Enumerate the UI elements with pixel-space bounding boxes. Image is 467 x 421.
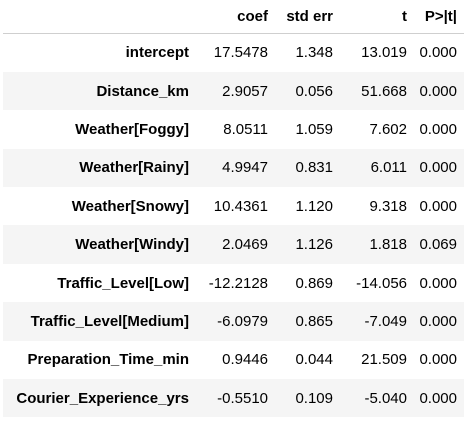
row-label: Distance_km [96, 82, 189, 100]
table-body: intercept 17.5478 1.348 13.019 0.000 Distance… [3, 34, 464, 418]
cell-t: 7.602 [369, 120, 407, 138]
row-label: Weather[Foggy] [75, 120, 189, 138]
cell-t: 21.509 [361, 351, 407, 369]
cell-std-err: 0.865 [295, 312, 333, 330]
cell-t: -14.056 [356, 274, 407, 292]
header-coef: coef [196, 0, 275, 34]
cell-std-err: 1.348 [295, 44, 333, 62]
cell-p-value: 0.000 [419, 159, 457, 177]
cell-t: 6.011 [370, 159, 407, 177]
row-label: Courier_Experience_yrs [16, 389, 189, 407]
header-row: coef std err t P>|t| [3, 0, 464, 34]
table-row: Weather[Foggy] 8.0511 1.059 7.602 0.000 [3, 110, 464, 148]
row-label: intercept [125, 44, 189, 62]
table-header: coef std err t P>|t| [3, 0, 464, 34]
cell-t: 9.318 [369, 197, 407, 215]
header-t: t [340, 0, 414, 34]
cell-p-value: 0.000 [419, 120, 457, 138]
header-p-value: P>|t| [414, 0, 464, 34]
cell-std-err: 0.831 [295, 159, 333, 177]
cell-std-err: 1.059 [295, 120, 333, 138]
cell-t: 13.019 [361, 44, 407, 62]
cell-coef: 17.5478 [213, 44, 268, 62]
cell-coef: 0.9446 [222, 351, 268, 369]
header-std-err: std err [275, 0, 340, 34]
cell-p-value: 0.000 [419, 82, 457, 100]
table-row: Traffic_Level[Low] -12.2128 0.869 -14.056 0.… [3, 264, 464, 302]
regression-summary-table-container: coef std err t P>|t| intercept 17.5478 1.3… [3, 0, 464, 418]
header-index [3, 0, 196, 34]
cell-std-err: 0.044 [295, 351, 333, 369]
cell-coef: 8.0511 [223, 120, 268, 138]
cell-p-value: 0.000 [419, 197, 457, 215]
cell-p-value: 0.069 [419, 236, 457, 254]
cell-t: 51.668 [361, 82, 407, 100]
cell-std-err: 0.056 [295, 82, 333, 100]
row-label: Traffic_Level[Medium] [30, 312, 189, 330]
cell-coef: -12.2128 [208, 274, 268, 292]
cell-p-value: 0.000 [419, 389, 457, 407]
regression-summary-table: coef std err t P>|t| intercept 17.5478 1.3… [3, 0, 464, 418]
cell-coef: 2.9057 [222, 82, 268, 100]
row-label: Weather[Snowy] [71, 197, 189, 215]
table-row: intercept 17.5478 1.348 13.019 0.000 [3, 34, 464, 72]
row-label: Weather[Windy] [75, 236, 189, 254]
cell-std-err: 1.120 [295, 197, 333, 215]
cell-t: -5.040 [364, 389, 407, 407]
table-row: Distance_km 2.9057 0.056 51.668 0.000 [3, 71, 464, 111]
cell-p-value: 0.000 [419, 274, 457, 292]
table-row: Weather[Rainy] 4.9947 0.831 6.011 0.000 [3, 148, 464, 188]
cell-coef: 2.0469 [222, 236, 268, 254]
cell-coef: -6.0979 [217, 312, 268, 330]
cell-p-value: 0.000 [419, 351, 457, 369]
table-row: Weather[Windy] 2.0469 1.126 1.818 0.069 [3, 225, 464, 264]
table-row: Courier_Experience_yrs -0.5510 0.109 -5.040… [3, 379, 464, 418]
table-row: Preparation_Time_min 0.9446 0.044 21.509 0.0… [3, 341, 464, 379]
cell-t: 1.818 [369, 236, 407, 254]
row-label: Preparation_Time_min [27, 351, 189, 369]
cell-p-value: 0.000 [419, 312, 457, 330]
cell-std-err: 0.869 [295, 274, 333, 292]
cell-coef: 4.9947 [222, 159, 268, 177]
cell-coef: 10.4361 [213, 197, 268, 215]
cell-std-err: 1.126 [295, 236, 333, 254]
table-row: Traffic_Level[Medium] -6.0979 0.865 -7.049 0… [3, 302, 464, 341]
cell-p-value: 0.000 [419, 44, 457, 62]
cell-coef: -0.5510 [217, 389, 268, 407]
row-label: Weather[Rainy] [79, 159, 189, 177]
cell-std-err: 0.109 [295, 389, 333, 407]
table-row: Weather[Snowy] 10.4361 1.120 9.318 0.000 [3, 187, 464, 225]
cell-t: -7.049 [364, 312, 407, 330]
row-label: Traffic_Level[Low] [57, 274, 189, 292]
